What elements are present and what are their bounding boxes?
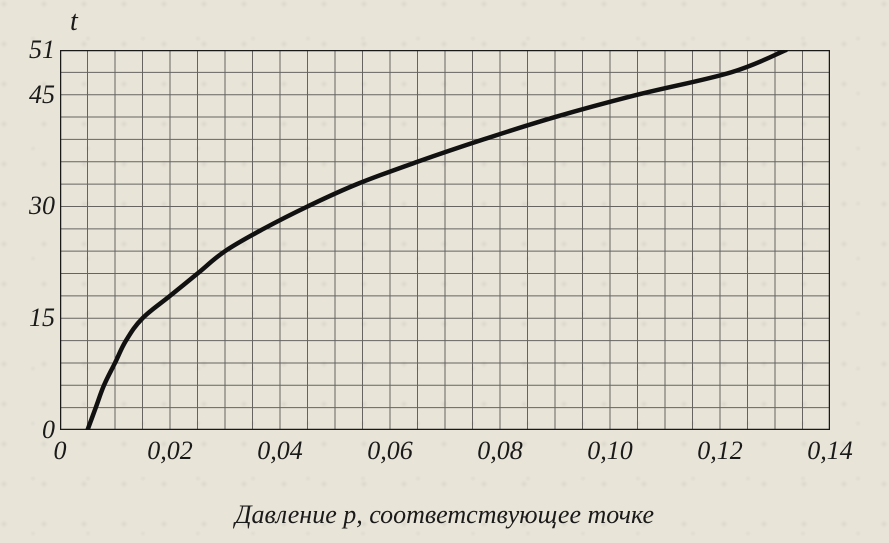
x-tick-label: 0,10 — [587, 436, 633, 466]
x-tick-label: 0,12 — [697, 436, 743, 466]
y-tick-label: 51 — [5, 35, 55, 65]
x-tick-label: 0,14 — [807, 436, 853, 466]
x-axis-title-line1: Давление p, соответствующее точке — [235, 500, 654, 529]
x-tick-label: 0,06 — [367, 436, 413, 466]
data-curve — [88, 50, 787, 430]
chart-svg — [60, 50, 830, 430]
x-tick-label: 0,02 — [147, 436, 193, 466]
y-tick-label: 30 — [5, 191, 55, 221]
x-axis-title: Давление p, соответствующее точке кипени… — [0, 470, 889, 543]
x-tick-label: 0 — [54, 436, 67, 466]
chart-plot-area — [60, 50, 830, 430]
x-tick-label: 0,04 — [257, 436, 303, 466]
y-tick-label: 15 — [5, 303, 55, 333]
y-tick-label: 0 — [5, 415, 55, 445]
y-tick-label: 45 — [5, 80, 55, 110]
x-tick-label: 0,08 — [477, 436, 523, 466]
y-axis-title: t — [70, 6, 78, 38]
